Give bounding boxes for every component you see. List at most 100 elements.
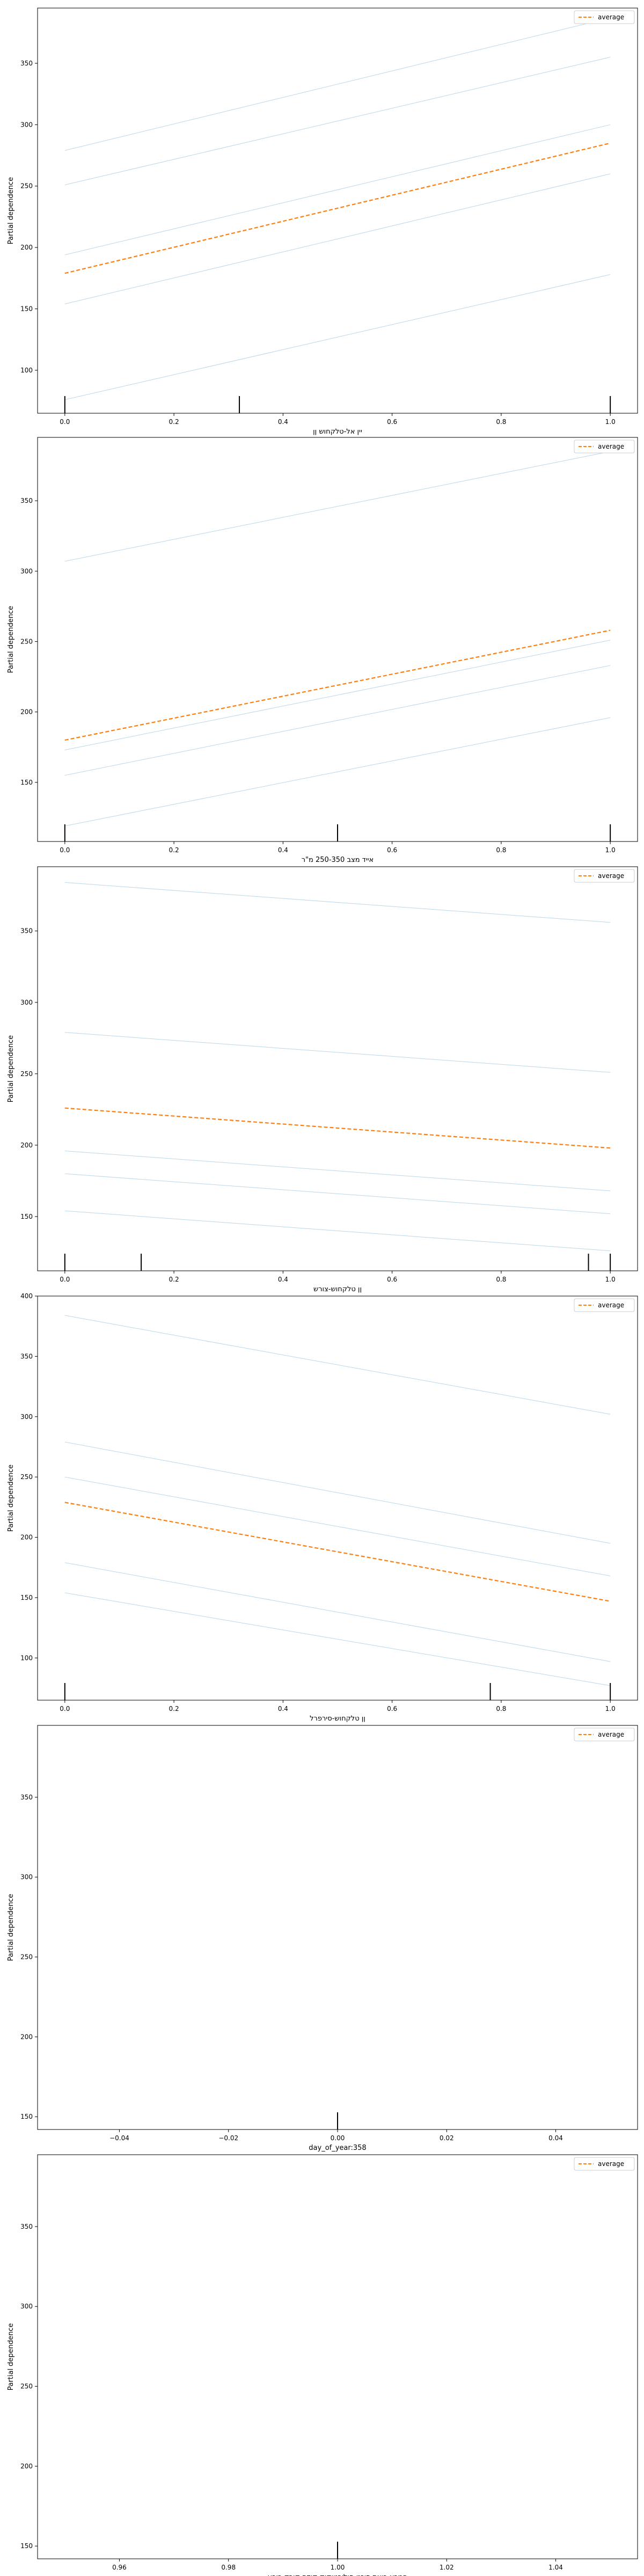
x-tick-label: 0.00: [331, 2134, 345, 2142]
y-tick-label: 300: [20, 567, 33, 575]
plot-frame: [37, 2154, 638, 2559]
ice-line: [64, 717, 611, 826]
x-tick-label: 0.8: [496, 846, 506, 854]
x-tick-label: 0.2: [169, 418, 179, 426]
x-tick-label: 0.6: [387, 1276, 397, 1283]
ice-line: [64, 665, 611, 776]
ice-line: [64, 451, 611, 562]
x-tick-label: 0.8: [496, 1276, 506, 1283]
x-tick-label: 1.02: [440, 2564, 454, 2571]
x-tick-label: 0.4: [278, 1276, 288, 1283]
x-tick-label: 0.04: [548, 2134, 563, 2142]
chart-panel-1: 0.0 0.2 0.4 0.6 0.8 1.0 100 150 200 250 300 350 יין …: [7, 8, 638, 436]
y-tick-label: 150: [20, 2113, 33, 2120]
legend-label: average: [598, 443, 624, 450]
x-tick-label: 0.8: [496, 418, 506, 426]
y-axis-label: Partial dependence: [7, 2323, 15, 2390]
y-tick-label: 300: [20, 1874, 33, 1881]
y-tick-label: 350: [20, 927, 33, 935]
y-axis-label: Partial dependence: [7, 1894, 15, 1961]
legend-box: [574, 440, 635, 453]
y-axis-label: Partial dependence: [7, 177, 15, 244]
x-axis-label: day_of_year:358: [309, 2144, 366, 2152]
x-tick-label: 1.0: [605, 418, 616, 426]
y-axis-label: Partial dependence: [7, 1035, 15, 1102]
y-tick-label: 300: [20, 2303, 33, 2310]
legend-label: average: [598, 1301, 624, 1309]
x-tick-label: 0.02: [440, 2134, 454, 2142]
ice-line: [64, 1315, 611, 1415]
x-tick-label: 0.2: [169, 846, 179, 854]
legend-label: average: [598, 872, 624, 880]
legend-box: [574, 1298, 635, 1312]
y-tick-label: 150: [20, 779, 33, 786]
plot-frame: [37, 8, 638, 414]
x-tick-label: 0.2: [169, 1276, 179, 1283]
x-tick-label: 1.04: [548, 2564, 563, 2571]
x-tick-label: 0.6: [387, 846, 397, 854]
ice-line: [64, 124, 611, 255]
y-axis-label: Partial dependence: [7, 606, 15, 673]
x-tick-label: 1.0: [605, 846, 616, 854]
legend: average: [574, 869, 635, 883]
average-line: [64, 1107, 611, 1149]
x-axis-label: יין אל-טלקחוש ןן: [313, 428, 362, 436]
y-tick-label: 200: [20, 2033, 33, 2040]
y-tick-label: 350: [20, 2223, 33, 2230]
y-tick-label: 200: [20, 2462, 33, 2470]
y-tick-label: 350: [20, 497, 33, 504]
x-tick-label: 0.8: [496, 1705, 506, 1713]
x-axis-label: ןן טלקחוש-סירפרל: [310, 1715, 365, 1723]
x-tick-label: 0.4: [278, 418, 288, 426]
x-tick-label: 0.0: [60, 1705, 70, 1713]
x-tick-label: 0.0: [60, 846, 70, 854]
legend: average: [574, 2157, 635, 2171]
y-axis-label: Partial dependence: [7, 1465, 15, 1532]
x-tick-label: 1.0: [605, 1276, 616, 1283]
chart-panel-5: −0.04 −0.02 0.00 0.02 0.04 150 200 250 300 350 day…: [7, 1725, 638, 2152]
chart-panel-4: 0.0 0.2 0.4 0.6 0.8 1.0 100 150 200 250 300 350 400 ן…: [7, 1292, 638, 1723]
y-tick-label: 400: [20, 1292, 33, 1300]
y-tick-label: 250: [20, 182, 33, 190]
y-tick-label: 250: [20, 1473, 33, 1481]
legend-label: average: [598, 2160, 624, 2168]
x-tick-label: 0.4: [278, 846, 288, 854]
y-tick-label: 150: [20, 305, 33, 313]
average-line: [64, 142, 611, 274]
ice-line: [64, 1210, 611, 1252]
average-line: [64, 630, 611, 741]
y-tick-label: 150: [20, 2542, 33, 2550]
ice-line: [64, 1562, 611, 1662]
legend-label: average: [598, 1731, 624, 1738]
x-axis-label: אייד מצב 250-350 מ"ר: [302, 856, 374, 864]
ice-line: [64, 1151, 611, 1191]
x-tick-label: 0.0: [60, 1276, 70, 1283]
y-tick-label: 250: [20, 1070, 33, 1078]
x-tick-label: −0.02: [218, 2134, 238, 2142]
legend-box: [574, 10, 635, 24]
y-tick-label: 300: [20, 999, 33, 1006]
plot-frame: [37, 1296, 638, 1701]
chart-panel-3: 0.0 0.2 0.4 0.6 0.8 1.0 150 200 250 300 350 ןן טלקח…: [7, 866, 638, 1293]
y-tick-label: 250: [20, 2383, 33, 2390]
ice-line: [64, 882, 611, 923]
legend-label: average: [598, 13, 624, 21]
legend-box: [574, 869, 635, 883]
y-tick-label: 200: [20, 244, 33, 251]
x-axis-label: ןן טלקחוש-צורש: [313, 1285, 362, 1293]
x-tick-label: 0.2: [169, 1705, 179, 1713]
y-tick-label: 300: [20, 121, 33, 128]
legend: average: [574, 440, 635, 453]
x-tick-label: 1.0: [605, 1705, 616, 1713]
x-tick-label: 0.98: [221, 2564, 236, 2571]
legend: average: [574, 1298, 635, 1312]
ice-line: [64, 1592, 611, 1686]
y-tick-label: 100: [20, 1654, 33, 1662]
ice-line: [64, 1476, 611, 1576]
x-tick-label: −0.04: [109, 2134, 129, 2142]
legend: average: [574, 1728, 635, 1741]
ice-line: [64, 173, 611, 304]
y-tick-label: 300: [20, 1413, 33, 1421]
plot-frame: [37, 1725, 638, 2130]
